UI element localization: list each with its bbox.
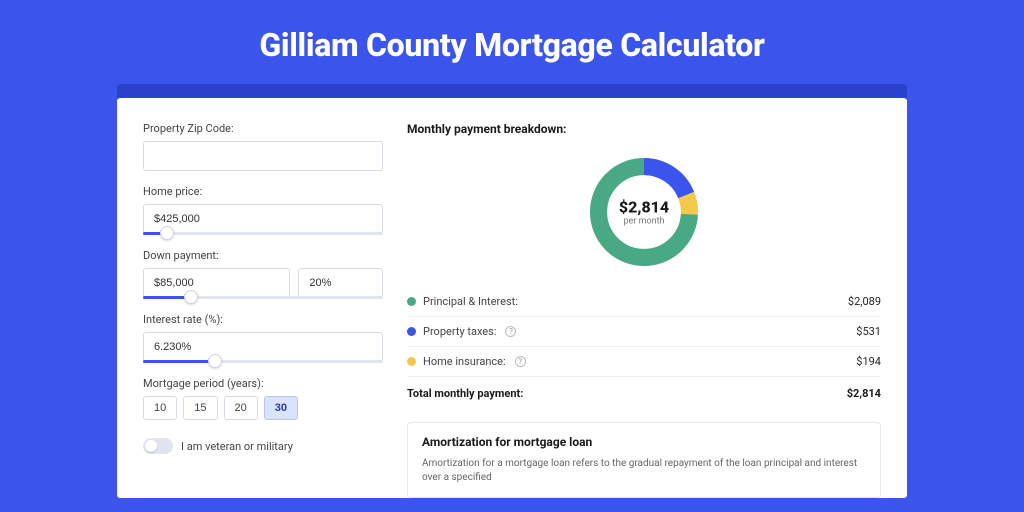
interest-rate-label: Interest rate (%): — [143, 313, 383, 326]
mortgage-period-btn-10[interactable]: 10 — [143, 396, 177, 420]
mortgage-period-field-group: Mortgage period (years): 1015 2030 — [143, 377, 383, 420]
inputs-column: Property Zip Code: Home price: Down paym… — [143, 122, 383, 488]
interest-rate-slider-thumb[interactable] — [208, 354, 222, 368]
info-icon[interactable]: ? — [515, 356, 526, 367]
mortgage-period-buttons: 1015 2030 — [143, 396, 383, 420]
breakdown-column: Monthly payment breakdown: $2,814 per mo… — [407, 122, 881, 488]
veteran-toggle-label: I am veteran or military — [181, 440, 293, 453]
legend-dot — [407, 357, 416, 366]
breakdown-item-label: Property taxes: — [423, 325, 496, 338]
zip-field-group: Property Zip Code: — [143, 122, 383, 171]
total-label: Total monthly payment: — [407, 387, 523, 400]
calculator-card: Property Zip Code: Home price: Down paym… — [117, 98, 907, 498]
breakdown-line-items: Principal & Interest: $2,089 Property taxe… — [407, 286, 881, 376]
donut-value: $2,814 — [619, 198, 669, 217]
legend-dot — [407, 297, 416, 306]
veteran-toggle-row: I am veteran or military — [143, 438, 383, 454]
breakdown-item-amount: $531 — [856, 325, 881, 338]
info-icon[interactable]: ? — [505, 326, 516, 337]
breakdown-item-label: Home insurance: — [423, 355, 506, 368]
mortgage-period-btn-20[interactable]: 20 — [224, 396, 258, 420]
veteran-toggle[interactable] — [143, 438, 173, 454]
interest-rate-field-group: Interest rate (%): — [143, 313, 383, 363]
mortgage-period-label: Mortgage period (years): — [143, 377, 383, 390]
down-payment-field-group: Down payment: — [143, 249, 383, 299]
interest-rate-slider[interactable] — [143, 360, 383, 363]
total-row: Total monthly payment: $2,814 — [407, 377, 881, 410]
interest-rate-slider-fill — [143, 360, 215, 363]
amortization-box: Amortization for mortgage loan Amortizat… — [407, 422, 881, 498]
breakdown-item-label: Principal & Interest: — [423, 295, 518, 308]
down-payment-input[interactable] — [143, 268, 290, 298]
home-price-slider[interactable] — [143, 232, 383, 235]
mortgage-period-btn-15[interactable]: 15 — [183, 396, 217, 420]
veteran-toggle-knob — [145, 440, 157, 452]
home-price-label: Home price: — [143, 185, 383, 198]
breakdown-item: Principal & Interest: $2,089 — [407, 286, 881, 316]
zip-input[interactable] — [143, 141, 383, 171]
breakdown-item: Property taxes:? $531 — [407, 316, 881, 346]
legend-dot — [407, 327, 416, 336]
down-payment-slider[interactable] — [143, 296, 383, 299]
breakdown-item: Home insurance:? $194 — [407, 346, 881, 376]
interest-rate-input[interactable] — [143, 332, 383, 362]
down-payment-label: Down payment: — [143, 249, 383, 262]
breakdown-item-amount: $194 — [856, 355, 881, 368]
home-price-slider-thumb[interactable] — [160, 226, 174, 240]
amortization-text: Amortization for a mortgage loan refers … — [422, 457, 866, 485]
breakdown-title: Monthly payment breakdown: — [407, 122, 881, 136]
zip-label: Property Zip Code: — [143, 122, 383, 135]
home-price-input[interactable] — [143, 204, 383, 234]
mortgage-period-btn-30[interactable]: 30 — [264, 396, 298, 420]
breakdown-item-amount: $2,089 — [848, 295, 881, 308]
total-amount: $2,814 — [847, 387, 881, 400]
donut-sub: per month — [619, 217, 669, 227]
down-payment-pct-input[interactable] — [298, 268, 383, 298]
down-payment-slider-thumb[interactable] — [184, 290, 198, 304]
donut-center: $2,814 per month — [619, 198, 669, 227]
donut-chart-wrap: $2,814 per month — [407, 146, 881, 286]
home-price-field-group: Home price: — [143, 185, 383, 235]
donut-chart: $2,814 per month — [584, 152, 704, 272]
amortization-title: Amortization for mortgage loan — [422, 435, 866, 449]
page-title: Gilliam County Mortgage Calculator — [0, 0, 1024, 84]
